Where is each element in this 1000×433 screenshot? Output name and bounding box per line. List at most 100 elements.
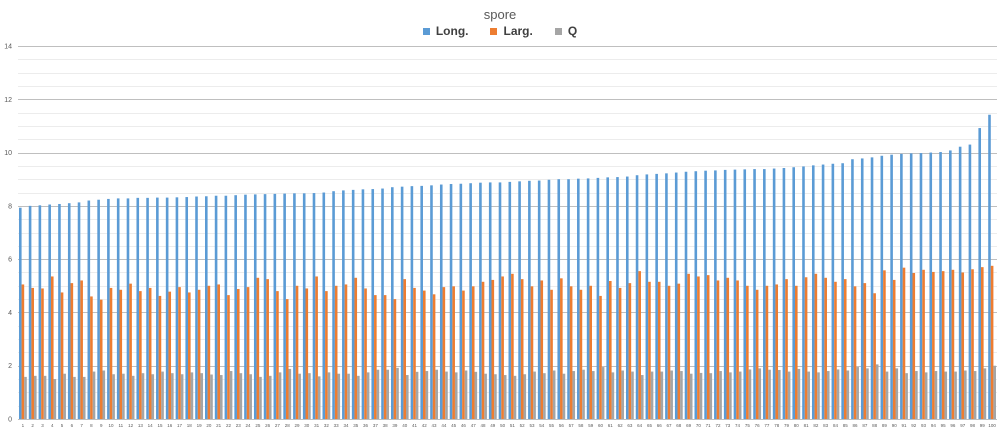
- bar-q: [219, 375, 223, 419]
- bar-q: [797, 368, 801, 419]
- bar-long: [782, 168, 786, 419]
- bar-larg: [119, 289, 123, 419]
- bar-larg: [765, 285, 769, 419]
- x-tick-label: 41: [412, 423, 418, 428]
- bar-larg: [403, 279, 407, 420]
- bar-q: [543, 373, 546, 419]
- x-tick-label: 88: [872, 423, 878, 428]
- bar-long: [351, 189, 355, 419]
- x-tick-label: 45: [451, 423, 457, 428]
- x-tick-label: 11: [118, 423, 123, 428]
- x-tick-label: 20: [206, 423, 212, 428]
- bar-larg: [971, 269, 974, 419]
- bar-larg: [158, 295, 162, 419]
- x-tick-label: 28: [285, 423, 291, 428]
- bar-larg: [70, 283, 74, 419]
- bar-q: [53, 379, 57, 419]
- bar-q: [474, 371, 478, 419]
- bar-larg: [432, 294, 436, 419]
- x-tick-label: 62: [618, 423, 624, 428]
- bar-larg: [892, 279, 896, 419]
- bar-larg: [530, 286, 534, 419]
- bar-q: [347, 373, 350, 419]
- y-tick-label: 0: [8, 417, 12, 424]
- x-tick-label: 32: [324, 423, 330, 428]
- x-tick-label: 49: [490, 423, 496, 428]
- bar-larg: [560, 278, 563, 419]
- x-tick-label: 93: [921, 423, 927, 428]
- bar-q: [171, 373, 174, 419]
- bar-long: [655, 173, 658, 419]
- bar-q: [680, 371, 683, 419]
- bar-long: [714, 170, 717, 419]
- bar-long: [273, 193, 277, 419]
- bar-larg: [21, 284, 25, 419]
- bar-long: [439, 184, 443, 419]
- bar-q: [670, 370, 673, 419]
- bar-larg: [285, 299, 289, 419]
- bar-long: [58, 203, 61, 419]
- bar-long: [645, 174, 649, 419]
- bar-long: [557, 179, 561, 419]
- x-tick-label: 48: [481, 423, 487, 428]
- bar-q: [24, 376, 27, 419]
- bar-long: [802, 166, 805, 419]
- x-tick-label: 54: [539, 423, 545, 428]
- bar-larg: [520, 279, 524, 420]
- bar-larg: [883, 270, 886, 419]
- y-tick-label: 2: [8, 363, 12, 370]
- x-tick-label: 68: [676, 423, 682, 428]
- bar-larg: [951, 269, 955, 419]
- bar-long: [537, 180, 541, 419]
- x-tick-label: 33: [334, 423, 340, 428]
- bar-larg: [824, 277, 827, 419]
- bar-q: [631, 371, 634, 419]
- bar-larg: [550, 289, 553, 419]
- x-tick-label: 63: [627, 423, 633, 428]
- bar-q: [376, 369, 380, 419]
- bar-q: [464, 370, 468, 419]
- bar-long: [498, 182, 502, 419]
- bar-long: [87, 200, 91, 419]
- bar-q: [445, 371, 448, 419]
- bar-larg: [599, 295, 602, 419]
- bar-larg: [227, 295, 230, 419]
- bar-long: [430, 185, 433, 419]
- bar-larg: [168, 291, 172, 419]
- legend-label-larg: Larg.: [503, 24, 533, 38]
- bar-larg: [941, 271, 945, 419]
- bar-q: [758, 368, 762, 419]
- bar-q: [846, 370, 850, 419]
- bar-long: [528, 180, 531, 419]
- bar-long: [410, 186, 414, 419]
- x-tick-label: 55: [549, 423, 555, 428]
- x-tick-label: 18: [187, 423, 193, 428]
- legend-item-larg: Larg.: [490, 24, 533, 38]
- bar-larg: [912, 273, 916, 419]
- bar-long: [870, 157, 874, 419]
- x-tick-label: 3: [41, 423, 44, 428]
- bar-larg: [775, 284, 779, 419]
- bar-q: [787, 371, 791, 419]
- bar-q: [308, 373, 311, 419]
- bar-long: [577, 178, 580, 419]
- bar-long: [625, 176, 629, 419]
- bar-larg: [471, 286, 475, 419]
- y-tick-label: 12: [4, 97, 12, 104]
- x-tick-label: 72: [715, 423, 721, 428]
- bar-larg: [657, 281, 661, 419]
- bar-larg: [236, 288, 240, 419]
- bar-q: [513, 375, 517, 419]
- bar-q: [259, 376, 262, 419]
- x-tick-label: 34: [343, 423, 349, 428]
- bar-larg: [276, 291, 279, 419]
- bar-larg: [814, 273, 818, 419]
- bar-q: [190, 372, 194, 420]
- bar-larg: [90, 296, 93, 419]
- bar-q: [406, 375, 409, 419]
- bar-larg: [736, 280, 739, 419]
- bar-q: [709, 373, 713, 419]
- bar-q: [954, 371, 957, 419]
- bar-larg: [413, 287, 416, 419]
- x-tick-label: 42: [422, 423, 428, 428]
